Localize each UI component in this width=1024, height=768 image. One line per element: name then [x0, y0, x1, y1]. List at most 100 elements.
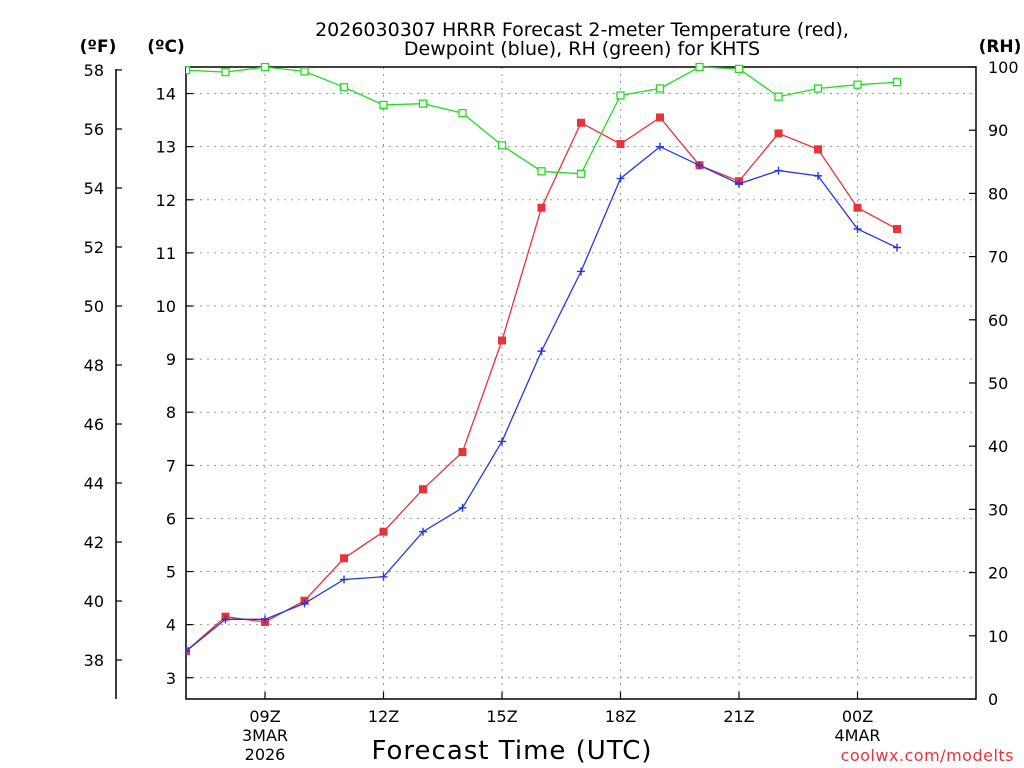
- rh-tick-label: 30: [988, 500, 1008, 519]
- celsius-tick-label: 14: [156, 85, 176, 104]
- temperature-point: [498, 336, 506, 345]
- celsius-tick-label: 4: [166, 616, 176, 635]
- fahrenheit-tick-label: 40: [84, 592, 104, 611]
- rh-tick-label: 70: [988, 248, 1008, 267]
- rh-point: [576, 169, 586, 178]
- rh-point: [695, 62, 704, 72]
- x-axis-label: Forecast Time (UTC): [371, 736, 652, 766]
- dewpoint-point: [261, 615, 269, 624]
- fahrenheit-tick-label: 42: [84, 533, 104, 552]
- rh-point: [186, 66, 191, 75]
- temperature-point: [577, 118, 585, 127]
- fahrenheit-tick-label: 44: [84, 474, 104, 493]
- rh-tick-label: 60: [988, 311, 1008, 330]
- rh-point: [458, 108, 467, 118]
- axes-layer: [115, 66, 977, 700]
- series-temperature: [186, 113, 901, 656]
- temperature-point: [656, 113, 664, 122]
- fahrenheit-tick-label: 58: [84, 61, 104, 80]
- rh-point: [379, 100, 388, 110]
- x-tick-label: 21Z: [723, 707, 754, 726]
- rh-point: [300, 67, 309, 76]
- rh-point: [497, 141, 507, 150]
- fahrenheit-tick-label: 46: [84, 415, 104, 434]
- rh-tick-label: 50: [988, 374, 1008, 393]
- celsius-tick-label: 12: [156, 191, 176, 210]
- dewpoint-line: [186, 145, 898, 652]
- x-tick-label: 18Z: [605, 707, 636, 726]
- dewpoint-point: [853, 224, 862, 233]
- dewpoint-point: [498, 437, 506, 446]
- fahrenheit-tick-label: 48: [84, 356, 104, 375]
- x-tick-year-label: 2026: [245, 745, 286, 764]
- x-tick-label: 15Z: [486, 707, 517, 726]
- temperature-point: [419, 485, 427, 494]
- temperature-point: [379, 527, 388, 536]
- celsius-tick-label: 13: [156, 138, 176, 157]
- celsius-tick-label: 3: [166, 669, 176, 688]
- rh-point: [813, 84, 823, 93]
- x-tick-date-label: 4MAR: [834, 726, 880, 745]
- temperature-point: [774, 129, 783, 138]
- x-tick-date-label: 3MAR: [242, 726, 288, 745]
- rh-tick-label: 20: [988, 564, 1008, 583]
- dewpoint-point: [340, 575, 348, 584]
- temperature-point: [893, 224, 901, 233]
- dewpoint-point: [656, 142, 664, 151]
- rh-tick-label: 10: [988, 627, 1008, 646]
- temperature-point: [814, 145, 822, 154]
- rh-point: [260, 62, 270, 72]
- rh-unit-label: (RH): [979, 37, 1022, 57]
- dewpoint-point: [616, 174, 625, 183]
- rh-point: [418, 99, 428, 108]
- temperature-point: [537, 203, 546, 212]
- temperature-point: [853, 203, 862, 212]
- dewpoint-point: [419, 527, 427, 536]
- rh-tick-label: 90: [988, 121, 1008, 140]
- grid-layer: [186, 67, 976, 699]
- fahrenheit-unit-label: (ºF): [80, 37, 117, 57]
- x-tick-label: 12Z: [368, 707, 399, 726]
- celsius-tick-label: 10: [156, 297, 176, 316]
- rh-point: [892, 78, 902, 87]
- x-tick-label: 00Z: [842, 707, 873, 726]
- fahrenheit-tick-label: 54: [84, 179, 104, 198]
- dewpoint-point: [458, 503, 467, 512]
- rh-point: [774, 92, 783, 101]
- fahrenheit-tick-label: 52: [84, 238, 104, 257]
- fahrenheit-tick-label: 38: [84, 651, 104, 670]
- series-layer: [186, 62, 902, 656]
- series-dewpoint: [186, 142, 901, 656]
- chart-title-line2: Dewpoint (blue), RH (green) for KHTS: [404, 38, 760, 60]
- dewpoint-point: [695, 161, 704, 170]
- ticks-layer: 3840424446485052545658345678910111213140…: [84, 58, 1019, 764]
- rh-point: [537, 167, 546, 176]
- dewpoint-point: [735, 179, 743, 188]
- chart-title-line1: 2026030307 HRRR Forecast 2-meter Tempera…: [315, 19, 849, 41]
- rh-point: [616, 91, 625, 100]
- dewpoint-point: [186, 647, 190, 656]
- rh-tick-label: 0: [988, 690, 998, 709]
- rh-point: [734, 64, 744, 74]
- temperature-point: [340, 554, 348, 563]
- temperature-point: [616, 140, 625, 149]
- dewpoint-point: [814, 171, 822, 180]
- celsius-tick-label: 6: [166, 509, 176, 528]
- celsius-tick-label: 9: [166, 350, 176, 369]
- temperature-point: [458, 448, 467, 457]
- series-rh: [186, 62, 902, 178]
- x-tick-label: 09Z: [249, 707, 280, 726]
- dewpoint-point: [221, 615, 230, 624]
- fahrenheit-tick-label: 50: [84, 297, 104, 316]
- celsius-unit-label: (ºC): [147, 37, 185, 57]
- rh-line: [186, 66, 898, 175]
- dewpoint-point: [774, 166, 783, 175]
- dewpoint-point: [379, 572, 388, 581]
- dewpoint-point: [300, 599, 309, 608]
- celsius-tick-label: 8: [166, 403, 176, 422]
- celsius-tick-label: 11: [156, 244, 176, 263]
- celsius-tick-label: 5: [166, 563, 176, 582]
- dewpoint-point: [577, 267, 585, 276]
- celsius-tick-label: 7: [166, 456, 176, 475]
